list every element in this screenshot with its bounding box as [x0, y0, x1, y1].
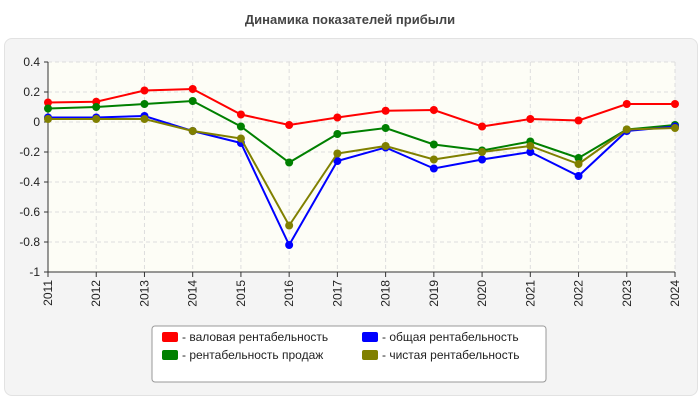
- y-tick-label: 0.4: [23, 55, 40, 69]
- data-point: [526, 148, 535, 156]
- legend-swatch: [362, 350, 378, 360]
- data-point: [333, 157, 342, 165]
- data-point: [188, 97, 197, 105]
- data-point: [333, 149, 342, 158]
- data-point: [429, 106, 438, 114]
- x-tick-label: 2020: [475, 280, 489, 307]
- series-line: [47, 99, 676, 164]
- legend-label: - валовая рентабельность: [182, 330, 328, 344]
- data-point: [574, 172, 583, 180]
- x-tick-label: 2017: [330, 280, 344, 307]
- y-tick-label: -1: [29, 265, 40, 279]
- y-tick-label: 0.2: [23, 85, 40, 99]
- x-tick-label: 2015: [234, 280, 248, 307]
- data-point: [285, 241, 294, 249]
- series-line: [47, 87, 675, 128]
- data-point: [92, 115, 101, 123]
- data-point: [285, 158, 294, 167]
- data-point: [478, 122, 487, 131]
- chart-title: Динамика показателей прибыли: [244, 12, 456, 27]
- x-tick-label: 2011: [41, 280, 55, 306]
- legend-swatch: [362, 332, 378, 342]
- data-point: [478, 155, 487, 164]
- x-tick-label: 2014: [186, 280, 200, 307]
- data-point: [429, 155, 438, 164]
- x-tick-label: 2024: [668, 280, 682, 307]
- data-point: [622, 100, 631, 108]
- data-point: [140, 115, 149, 123]
- data-point: [236, 110, 245, 119]
- y-tick-label: -0.2: [19, 145, 40, 159]
- x-tick-label: 2023: [620, 280, 634, 307]
- legend-swatch: [162, 350, 178, 360]
- data-point: [526, 115, 535, 123]
- x-tick-label: 2013: [137, 280, 151, 307]
- data-point: [574, 154, 583, 162]
- data-point: [429, 140, 438, 149]
- data-point: [478, 148, 487, 156]
- data-point: [188, 85, 197, 93]
- data-point: [285, 121, 294, 129]
- data-point: [236, 122, 245, 131]
- x-tick-label: 2019: [427, 280, 441, 307]
- data-point: [574, 116, 583, 125]
- data-point: [381, 142, 390, 150]
- legend-label: - чистая рентабельность: [382, 348, 519, 362]
- data-point: [188, 127, 197, 135]
- y-tick-label: 0: [33, 115, 40, 129]
- data-point: [44, 104, 52, 113]
- legend-label: - рентабельность продаж: [182, 348, 323, 362]
- data-point: [140, 86, 149, 95]
- series-line: [48, 114, 676, 248]
- y-tick-label: -0.6: [19, 205, 40, 219]
- data-point: [333, 130, 342, 138]
- legend-box: [151, 325, 547, 383]
- data-point: [574, 160, 583, 168]
- legend-swatch: [162, 332, 178, 342]
- data-point: [140, 100, 149, 108]
- data-point: [381, 106, 390, 115]
- y-tick-label: -0.8: [19, 235, 40, 249]
- y-tick-label: -0.4: [19, 175, 40, 189]
- plot-area: [48, 62, 675, 272]
- legend: - валовая рентабельность - общая рентабел…: [151, 325, 547, 383]
- data-point: [44, 115, 52, 123]
- data-point: [333, 113, 342, 122]
- data-point: [671, 124, 679, 132]
- x-tick-label: 2018: [379, 280, 393, 307]
- data-point: [526, 142, 535, 150]
- data-point: [92, 103, 101, 111]
- data-point: [622, 125, 631, 134]
- data-point: [236, 134, 245, 143]
- data-point: [671, 100, 679, 108]
- data-point: [381, 124, 390, 132]
- x-tick-label: 2022: [572, 280, 586, 307]
- x-tick-label: 2016: [282, 280, 296, 307]
- data-point: [44, 98, 52, 107]
- data-point: [285, 221, 294, 230]
- series-line: [48, 118, 676, 228]
- x-tick-label: 2012: [89, 280, 103, 307]
- data-point: [429, 164, 438, 173]
- x-tick-label: 2021: [523, 280, 537, 307]
- legend-label: - общая рентабельность: [382, 330, 519, 344]
